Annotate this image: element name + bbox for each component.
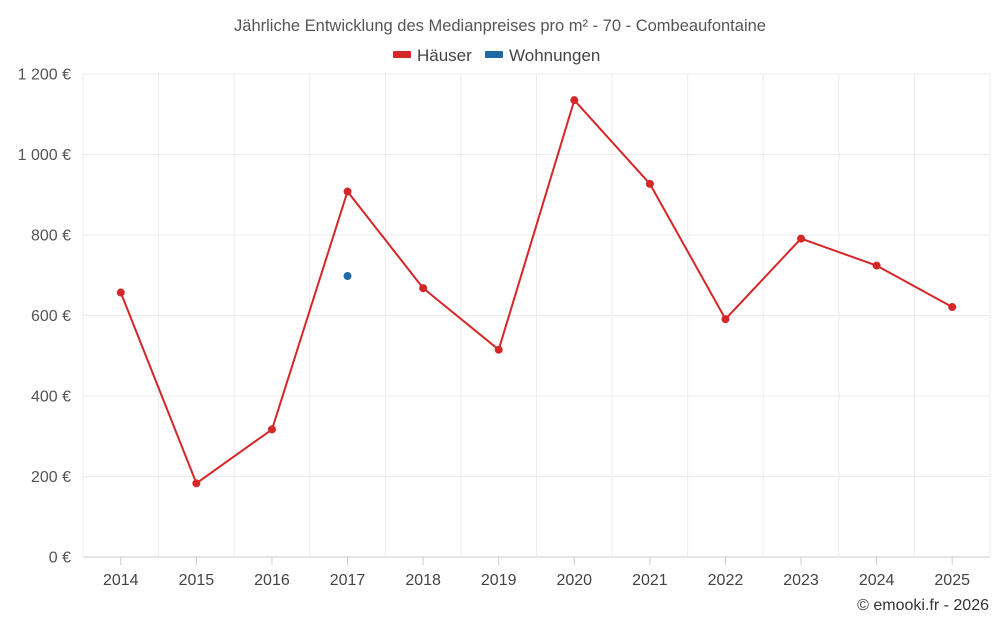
legend-label-haeuser: Häuser — [417, 46, 472, 65]
x-tick-label: 2024 — [859, 572, 895, 589]
legend-label-wohnungen: Wohnungen — [509, 46, 600, 65]
data-point-haeuser-2017[interactable] — [343, 187, 352, 196]
x-tick-label: 2019 — [481, 572, 517, 589]
y-tick-label: 1 000 € — [18, 147, 71, 164]
data-point-haeuser-2020[interactable] — [570, 96, 579, 105]
y-tick-label: 600 € — [31, 308, 71, 325]
data-point-haeuser-2022[interactable] — [721, 315, 730, 324]
data-point-haeuser-2019[interactable] — [494, 345, 503, 354]
credit-text: © emooki.fr - 2026 — [857, 597, 989, 614]
data-point-haeuser-2023[interactable] — [797, 234, 806, 243]
legend-swatch-wohnungen — [485, 51, 503, 58]
data-point-haeuser-2025[interactable] — [948, 303, 957, 312]
grid — [82, 73, 991, 558]
x-tick-label: 2021 — [632, 572, 668, 589]
data-point-haeuser-2018[interactable] — [419, 284, 428, 293]
legend-item-wohnungen[interactable]: Wohnungen — [485, 46, 600, 65]
x-tick-label: 2025 — [934, 572, 970, 589]
y-tick-label: 200 € — [31, 469, 71, 486]
x-tick-label: 2016 — [254, 572, 290, 589]
legend-item-haeuser[interactable]: Häuser — [393, 46, 472, 65]
x-axis-ticks: 2014 2015 2016 2017 2018 2019 2020 2021 2022 2023… — [103, 557, 970, 589]
x-tick-label: 2018 — [405, 572, 441, 589]
x-tick-label: 2015 — [179, 572, 215, 589]
y-tick-label: 1 200 € — [18, 67, 71, 84]
series-line-haeuser — [119, 99, 953, 485]
y-tick-label: 400 € — [31, 389, 71, 406]
x-tick-label: 2023 — [783, 572, 819, 589]
data-point-haeuser-2015[interactable] — [192, 479, 201, 488]
legend: Häuser Wohnungen — [393, 46, 600, 65]
x-tick-label: 2017 — [330, 572, 366, 589]
legend-swatch-haeuser — [393, 51, 411, 58]
y-tick-label: 800 € — [31, 228, 71, 245]
data-point-haeuser-2016[interactable] — [267, 425, 276, 434]
data-point-haeuser-2014[interactable] — [116, 288, 125, 297]
data-point-wohnungen-2017[interactable] — [343, 272, 352, 281]
data-point-haeuser-2021[interactable] — [645, 179, 654, 188]
x-tick-label: 2020 — [556, 572, 592, 589]
chart-title: Jährliche Entwicklung des Medianpreises … — [234, 17, 766, 35]
x-tick-label: 2014 — [103, 572, 139, 589]
series — [116, 96, 957, 488]
y-tick-label: 0 € — [49, 550, 71, 567]
x-tick-label: 2022 — [708, 572, 744, 589]
data-point-haeuser-2024[interactable] — [872, 261, 881, 270]
y-axis-ticks: 0 € 200 € 400 € 600 € 800 € 1 000 € 1 200 € — [18, 67, 71, 567]
